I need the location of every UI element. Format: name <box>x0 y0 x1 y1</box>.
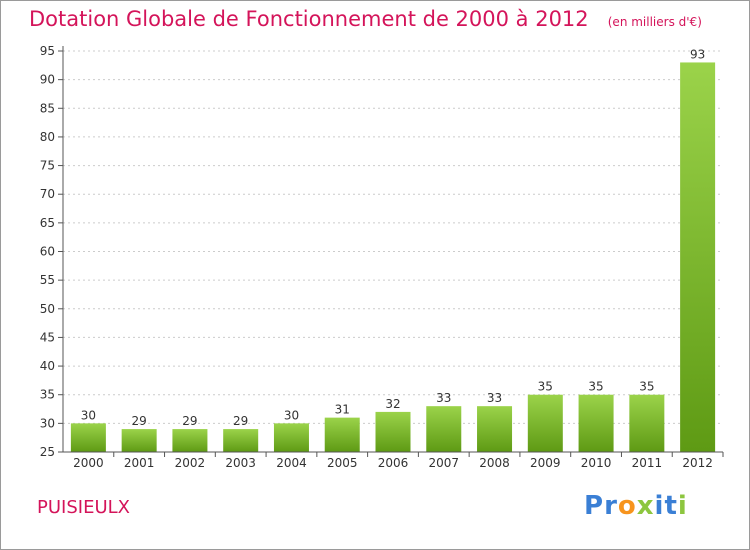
logo-letter: i <box>654 491 665 521</box>
x-tick-label: 2012 <box>682 456 713 470</box>
x-tick-label: 2000 <box>73 456 104 470</box>
x-tick-labels: 2000 2001 2002 2003 2004 2005 2006 2007 2008 2009… <box>73 452 724 470</box>
x-tick-label: 2001 <box>124 456 155 470</box>
bar-2011 <box>629 394 665 452</box>
x-tick-label: 2010 <box>581 456 612 470</box>
bar-2004 <box>273 423 309 452</box>
data-label: 29 <box>182 414 197 428</box>
axes <box>62 46 723 453</box>
bar-2012 <box>680 62 716 452</box>
logo-letter: x <box>636 491 655 521</box>
data-label: 29 <box>233 414 248 428</box>
x-tick-label: 2006 <box>378 456 409 470</box>
y-tick-label: 80 <box>40 130 55 144</box>
x-tick-label: 2007 <box>428 456 459 470</box>
data-label: 30 <box>81 408 96 422</box>
x-tick-label: 2009 <box>530 456 561 470</box>
y-tick-label: 60 <box>40 245 55 259</box>
y-tick-label: 90 <box>40 73 55 87</box>
chart-title: Dotation Globale de Fonctionnement de 20… <box>29 7 589 31</box>
commune-name: PUISIEULX <box>37 497 130 518</box>
data-label: 93 <box>690 47 705 61</box>
data-labels: 30 29 29 29 30 31 32 33 33 35 35 35 93 <box>81 47 706 428</box>
y-tick-label: 40 <box>40 359 55 373</box>
x-tick-label: 2008 <box>479 456 510 470</box>
y-tick-label: 25 <box>40 445 55 459</box>
logo-letter: i <box>677 491 688 521</box>
data-label: 35 <box>639 380 654 394</box>
y-tick-label: 45 <box>40 330 55 344</box>
data-label: 33 <box>487 391 502 405</box>
bar-2002 <box>172 429 208 452</box>
bar-2003 <box>223 429 259 452</box>
y-tick-label: 70 <box>40 187 55 201</box>
y-tick-label: 35 <box>40 388 55 402</box>
y-tick-labels: 25 30 35 40 45 50 55 60 65 70 75 80 85 90 95 <box>40 44 63 459</box>
y-tick-label: 50 <box>40 302 55 316</box>
proxiti-logo: Proxiti <box>584 491 688 521</box>
x-tick-label: 2004 <box>276 456 307 470</box>
logo-letter: r <box>604 491 618 521</box>
chart-unit: (en milliers d'€) <box>607 15 702 29</box>
bar-2008 <box>477 406 513 452</box>
data-label: 35 <box>588 380 603 394</box>
y-tick-label: 55 <box>40 273 55 287</box>
data-label: 35 <box>538 380 553 394</box>
x-tick-label: 2002 <box>175 456 206 470</box>
bar-2005 <box>324 417 360 452</box>
title-row: Dotation Globale de Fonctionnement de 20… <box>29 7 702 31</box>
logo-letter: t <box>664 491 678 521</box>
grid-lines <box>63 50 723 424</box>
logo-letter: o <box>617 491 637 521</box>
x-tick-label: 2003 <box>225 456 256 470</box>
bar-2001 <box>121 429 157 452</box>
data-label: 33 <box>436 391 451 405</box>
data-label: 29 <box>132 414 147 428</box>
bar-2006 <box>375 411 411 452</box>
x-tick-label: 2011 <box>632 456 663 470</box>
y-tick-label: 95 <box>40 44 55 58</box>
bars <box>70 62 716 452</box>
x-tick-label: 2005 <box>327 456 358 470</box>
logo-letter: P <box>584 491 605 521</box>
y-tick-label: 75 <box>40 159 55 173</box>
data-label: 30 <box>284 408 299 422</box>
bar-2010 <box>578 394 614 452</box>
data-label: 31 <box>335 403 350 417</box>
bar-2009 <box>527 394 563 452</box>
y-tick-label: 65 <box>40 216 55 230</box>
y-tick-label: 30 <box>40 416 55 430</box>
y-tick-label: 85 <box>40 101 55 115</box>
data-label: 32 <box>385 397 400 411</box>
bar-2007 <box>426 406 462 452</box>
bar-2000 <box>70 423 106 452</box>
